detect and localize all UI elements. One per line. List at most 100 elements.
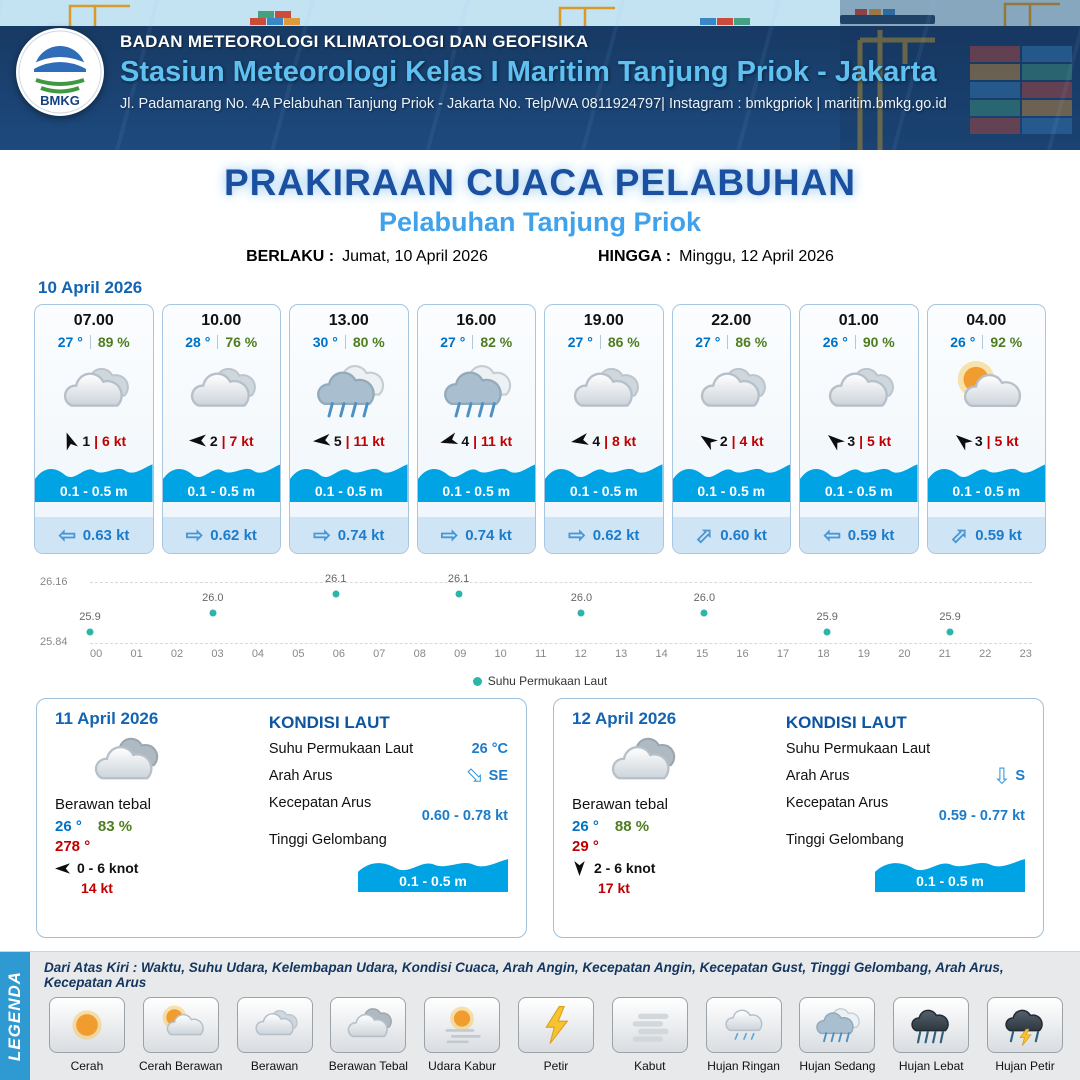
wave-height-graphic: 0.1 - 0.5 m xyxy=(545,454,663,502)
divider xyxy=(217,335,219,349)
card-humidity: 80 % xyxy=(352,334,385,350)
weather-icon-berawan xyxy=(54,350,134,432)
card-temperature: 27 ° xyxy=(57,334,83,350)
day-temperature: 26 ° xyxy=(55,818,82,835)
wind-gust: 8 kt xyxy=(612,432,637,449)
divider: | xyxy=(473,432,478,449)
current-speed: 0.74 kt xyxy=(465,526,512,544)
wind-speed: 2 xyxy=(209,432,218,449)
wind-direction-icon xyxy=(826,432,846,451)
card-humidity: 89 % xyxy=(97,334,130,350)
card-humidity: 76 % xyxy=(225,334,258,350)
chart-x-axis: 00 01 02 03 04 05 06 07 08 09 10 11 12 13 14 15 16 17 18 19… xyxy=(90,648,1032,660)
chart-point xyxy=(946,628,954,636)
card-current-row: ⇨ 0.74 kt xyxy=(290,517,408,553)
wind-direction-icon xyxy=(61,432,79,451)
weather-icon-hujan-sedang xyxy=(436,350,516,432)
sea-conditions-panel: KONDISI LAUT Suhu Permukaan Laut 26 °C Arah… xyxy=(259,709,508,927)
day-wind-range: 2 - 6 knot xyxy=(594,860,656,876)
wind-gust: 11 kt xyxy=(481,432,513,449)
wind-direction-icon xyxy=(954,432,973,451)
card-humidity: 82 % xyxy=(480,334,513,350)
card-wind-row: 5 | 11 kt xyxy=(312,432,385,449)
day-temperature: 26 ° xyxy=(572,818,599,835)
x-tick: 17 xyxy=(776,648,790,660)
day-condition: Berawan tebal xyxy=(572,796,668,813)
x-tick: 22 xyxy=(979,648,992,660)
card-current-row: ⇨ 0.63 kt xyxy=(35,517,153,553)
y-axis-min-label: 25.84 xyxy=(40,636,68,648)
legend-section: LEGENDA Dari Atas Kiri : Waktu, Suhu Uda… xyxy=(0,951,1080,1080)
current-speed-value: 0.60 - 0.78 kt xyxy=(421,808,508,824)
divider xyxy=(599,335,601,349)
chart-point-label: 25.9 xyxy=(79,610,101,623)
x-tick: 00 xyxy=(90,648,103,660)
legend-item-cerah: Cerah xyxy=(44,997,130,1073)
current-direction-icon: ⇨ xyxy=(690,520,719,550)
station-name: Stasiun Meteorologi Kelas I Maritim Tanj… xyxy=(120,56,937,89)
current-direction-icon: ⇨ xyxy=(823,523,841,547)
card-time: 19.00 xyxy=(583,312,624,329)
hourly-forecast-row: 07.00 27 ° 89 % 1 | 6 kt 0.1 - 0.5 m ⇨ 0.63 kt 10… xyxy=(34,304,1046,554)
divider: | xyxy=(604,432,609,449)
card-temperature: 26 ° xyxy=(822,334,848,350)
wave-height-value: 0.1 - 0.5 m xyxy=(952,483,1021,499)
weather-icon-cerah xyxy=(48,997,125,1053)
card-current-row: ⇨ 0.62 kt xyxy=(545,517,663,553)
legend-title: LEGENDA xyxy=(5,970,24,1062)
legend-items-row: Cerah Cerah Berawan Berawan Berawan Tebal Ud… xyxy=(44,997,1068,1073)
weather-icon-berawan xyxy=(181,350,261,432)
wind-speed: 1 xyxy=(82,432,91,449)
sea-conditions-panel: KONDISI LAUT Suhu Permukaan Laut Arah Arus… xyxy=(776,709,1025,927)
legend-dot-icon xyxy=(472,677,482,687)
current-direction-icon: ⇨ xyxy=(58,523,76,547)
x-tick: 03 xyxy=(211,648,224,660)
divider: | xyxy=(345,432,350,449)
x-tick: 14 xyxy=(655,648,668,660)
wind-direction-icon xyxy=(571,432,590,449)
divider: | xyxy=(94,432,99,449)
chart-point xyxy=(86,628,94,636)
x-tick: 09 xyxy=(454,648,467,660)
forecast-card-01.00: 01.00 26 ° 90 % 3 | 5 kt 0.1 - 0.5 m ⇨ 0.59 kt xyxy=(799,304,919,554)
wave-height-value: 0.1 - 0.5 m xyxy=(399,873,467,889)
wave-height-graphic: 0.1 - 0.5 m xyxy=(290,454,408,502)
sea-conditions-heading: KONDISI LAUT xyxy=(268,713,390,732)
wave-height-value: 0.1 - 0.5 m xyxy=(824,483,893,499)
weather-icon-udara-kabur xyxy=(424,997,501,1053)
card-wind-row: 2 | 4 kt xyxy=(699,432,764,451)
chart-point xyxy=(577,609,585,617)
day-condition: Berawan tebal xyxy=(55,796,151,813)
wave-height-value: 0.1 - 0.5 m xyxy=(59,483,128,499)
wave-height-graphic: 0.1 - 0.5 m xyxy=(927,454,1045,502)
divider xyxy=(89,335,91,349)
legend-item-kabut: Kabut xyxy=(607,997,693,1073)
legend-item-label: Cerah xyxy=(70,1059,104,1073)
current-direction-icon: ⇨ xyxy=(945,520,974,550)
card-temperature: 27 ° xyxy=(567,334,593,350)
day-humidity: 83 % xyxy=(97,818,133,835)
legend-item-cerah-berawan: Cerah Berawan xyxy=(138,997,224,1073)
card-wind-row: 4 | 8 kt xyxy=(571,432,636,449)
card-humidity: 86 % xyxy=(607,334,640,350)
current-speed-value: 0.59 - 0.77 kt xyxy=(938,808,1025,824)
weather-icon-hujan-petir xyxy=(987,997,1064,1053)
wave-height-value: 0.1 - 0.5 m xyxy=(187,483,256,499)
current-direction-icon: ⇨ xyxy=(185,523,204,547)
wind-direction-icon xyxy=(312,432,331,449)
chart-point xyxy=(823,628,831,636)
divider xyxy=(472,335,474,349)
legend-item-hujan-petir: Hujan Petir xyxy=(982,997,1068,1073)
divider: | xyxy=(221,432,226,449)
card-temperature: 26 ° xyxy=(950,334,976,350)
wave-height-graphic: 0.1 - 0.5 m xyxy=(417,454,535,502)
legend-item-label: Berawan Tebal xyxy=(328,1059,408,1073)
wind-speed: 4 xyxy=(592,432,601,449)
wind-gust: 6 kt xyxy=(102,432,127,449)
container-crane-illustration xyxy=(840,0,1080,150)
legend-item-hujan-lebat: Hujan Lebat xyxy=(888,997,974,1073)
title-section: PRAKIRAAN CUACA PELABUHAN Pelabuhan Tanj… xyxy=(0,150,1080,266)
weather-icon-berawan xyxy=(691,350,771,432)
divider xyxy=(854,335,856,349)
wave-height-graphic: 0.1 - 0.5 m xyxy=(358,850,508,892)
